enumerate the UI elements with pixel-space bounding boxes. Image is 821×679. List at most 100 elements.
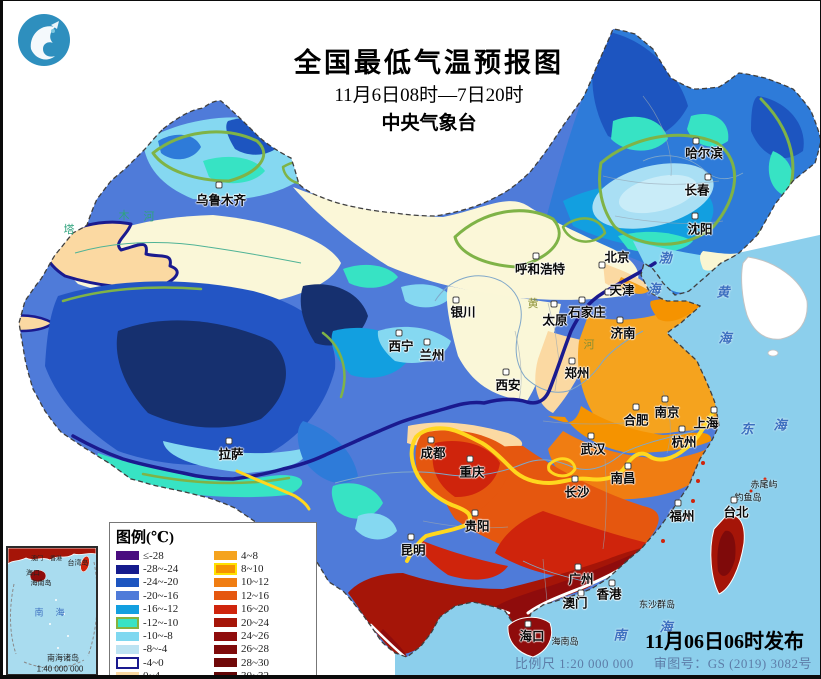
city-label: 西安: [495, 378, 521, 393]
inset-map: [8, 548, 96, 674]
city-dot: [407, 533, 415, 541]
city-labels-layer: 乌鲁木齐 哈尔滨 长春 沈阳 呼和浩特 北京 天津 石家庄 太原 济南 银川 西宁 兰州 西安 郑州 成都 重庆…: [3, 1, 820, 675]
city-dot: [587, 432, 595, 440]
legend-range-label: -10~-8: [143, 630, 173, 643]
island-label: 海南岛: [551, 636, 579, 647]
city-dot: [604, 288, 612, 296]
legend-row: -12~-10: [116, 616, 212, 629]
legend-swatch: [116, 577, 139, 587]
city-label: 武汉: [580, 442, 606, 457]
legend-swatch: [116, 616, 139, 629]
island-labels-layer: 赤尾屿 钓鱼岛 东沙群岛 海南岛: [3, 1, 820, 675]
city-dot: [571, 475, 579, 483]
legend-row: 16~20: [214, 603, 310, 616]
legend-row: 10~12: [214, 576, 310, 589]
legend-row: -10~-8: [116, 629, 212, 642]
legend-left-column: ≤-28 -28~-24 -24~-20 -20~-16 -16~-12 -12~-10-…: [116, 549, 212, 679]
legend-range-label: ≤-28: [143, 549, 164, 562]
rivers: [74, 155, 744, 582]
city-label: 南昌: [610, 471, 636, 486]
legend-swatch: [214, 604, 237, 614]
city-dot: [452, 296, 460, 304]
city-label: 昆明: [400, 543, 426, 558]
city-dot: [608, 579, 616, 587]
city-label: 西宁: [388, 339, 414, 354]
inset-label: 南: [34, 607, 44, 618]
legend-row: 26~28: [214, 643, 310, 656]
legend-columns: ≤-28 -28~-24 -24~-20 -20~-16 -16~-12 -12~-10-…: [116, 549, 310, 679]
city-dot: [423, 338, 431, 346]
sea-label: 渤: [658, 250, 672, 266]
city-label: 银川: [450, 305, 476, 320]
city-label: 兰州: [419, 348, 445, 363]
sea-label: 海: [773, 417, 787, 433]
city-label: 海口: [519, 629, 545, 644]
legend-range-label: -16~-12: [143, 603, 179, 616]
city-label: 太原: [542, 313, 568, 328]
city-label: 长春: [684, 183, 710, 198]
legend-row: 8~10: [214, 562, 310, 576]
city-label: 香港: [596, 587, 622, 602]
city-dot: [532, 252, 540, 260]
coastal-islets: [648, 461, 767, 609]
legend-swatch: [116, 631, 139, 641]
forecast-period: 11月6日08时—7日20时: [334, 85, 524, 106]
legend-range-label: 12~16: [241, 589, 269, 602]
city-dot: [678, 425, 686, 433]
city-label: 成都: [420, 446, 446, 461]
korea-land: [741, 256, 808, 340]
city-label: 石家庄: [568, 305, 606, 320]
legend-row: 24~26: [214, 629, 310, 642]
legend-row: 28~30: [214, 656, 310, 669]
city-label: 合肥: [623, 413, 649, 428]
legend-swatch: [214, 618, 237, 628]
national-border: [18, 28, 820, 658]
city-label: 澳门: [562, 596, 588, 611]
sea-label: 南: [613, 627, 627, 643]
legend-range-label: 4~8: [241, 549, 258, 562]
legend-swatch: [214, 563, 237, 576]
legend-range-label: 8~10: [241, 563, 264, 576]
city-dot: [524, 620, 532, 628]
legend-row: 30~32: [214, 670, 310, 675]
legend-row: 20~24: [214, 616, 310, 629]
city-label: 天津: [609, 283, 635, 298]
legend-swatch: [116, 591, 139, 601]
city-label: 哈尔滨: [685, 146, 723, 161]
approval-number: 审图号：GS (2019) 3082号: [653, 656, 812, 671]
city-dot: [502, 368, 510, 376]
legend-swatch: [214, 591, 237, 601]
city-dot: [632, 403, 640, 411]
legend-range-label: 0~4: [143, 670, 160, 679]
legend-range-label: 20~24: [241, 616, 269, 629]
city-dot: [550, 300, 558, 308]
city-label: 台北: [723, 505, 749, 520]
river-label: 河: [583, 339, 595, 351]
city-dot: [215, 181, 223, 189]
city-dot: [692, 137, 700, 145]
taiwan-core: [717, 530, 736, 576]
inset-label: 海口: [26, 570, 40, 577]
legend-row: ≤-28: [116, 549, 212, 562]
map-title-block: 全国最低气温预报图 11月6日08时—7日20时 中央气象台: [243, 45, 615, 138]
city-label: 济南: [610, 326, 636, 341]
legend-right-column: 4~8 8~10 10~12 12~16 16~20 20~24 24~26 26~28 28~…: [214, 549, 310, 675]
legend-row: -16~-12: [116, 603, 212, 616]
city-dot: [395, 329, 403, 337]
legend-swatch: [116, 604, 139, 614]
legend-swatch: [116, 564, 139, 574]
city-label: 北京: [604, 250, 630, 265]
legend-swatch: [116, 644, 139, 654]
legend-range-label: -24~-20: [143, 576, 179, 589]
city-label: 福州: [669, 509, 695, 524]
legend-swatch: [214, 631, 237, 641]
city-dot: [624, 462, 632, 470]
agency-name: 中央气象台: [381, 113, 477, 134]
page-title: 全国最低气温预报图: [294, 48, 564, 78]
inset-label: 南海诸岛: [47, 653, 79, 663]
city-dot: [471, 509, 479, 517]
river-label: 木: [118, 210, 130, 222]
island-label: 钓鱼岛: [734, 492, 762, 503]
city-dot: [616, 316, 624, 324]
legend-swatch: [214, 658, 237, 668]
